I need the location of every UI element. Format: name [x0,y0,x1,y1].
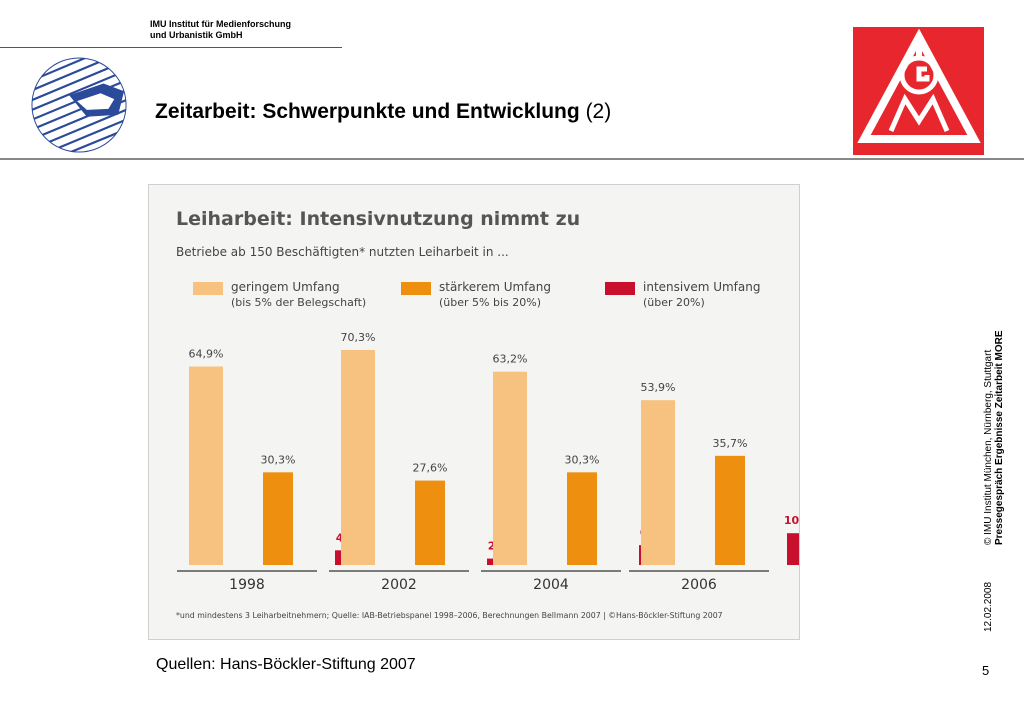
institute-line-2: und Urbanistik GmbH [150,30,243,40]
legend-swatch-2 [401,282,431,295]
category-label-2004: 2004 [533,577,569,593]
bar-2006-3 [787,533,799,565]
bar-1998-2 [263,472,293,565]
category-label-2006: 2006 [681,577,717,593]
page-title-main: Zeitarbeit: Schwerpunkte und Entwicklung [155,100,580,123]
bar-2006-2 [715,455,745,565]
bar-value-label-2004-1: 63,2% [493,353,528,366]
bar-chart: Leiharbeit: Intensivnutzung nimmt zu Bet… [176,208,799,620]
chart-bars: 64,9%30,3%4,8%199870,3%27,6%2,1%200263,2… [177,331,799,593]
bar-value-label-1998-2: 30,3% [261,453,296,466]
legend-swatch-1 [193,282,223,295]
header-divider-short [0,47,342,48]
chart-subtitle: Betriebe ab 150 Beschäftigten* nutzten L… [176,245,509,259]
page-number: 5 [982,663,990,678]
igm-triangle-icon [857,28,981,143]
bar-value-label-2006-2: 35,7% [713,437,748,450]
institute-line-1: IMU Institut für Medienforschung [150,19,291,29]
category-label-1998: 1998 [229,577,265,593]
bar-value-label-2002-1: 70,3% [341,331,376,344]
imu-globe-logo [31,57,127,153]
bar-value-label-2006-1: 53,9% [641,381,676,394]
page-title-number: (2) [585,100,612,123]
side-date: 12.02.2008 [983,581,994,632]
source-note: Quellen: Hans-Böckler-Stiftung 2007 [156,656,416,673]
institute-name: IMU Institut für Medienforschung und Urb… [150,19,291,41]
chart-title: Leiharbeit: Intensivnutzung nimmt zu [176,208,580,230]
bar-value-label-2006-3: 10,4% [784,514,799,527]
legend-swatch-3 [605,282,635,295]
legend-label-1: geringem Umfang [231,280,340,294]
side-copyright-text: © IMU Institut München, Nürnberg, Stuttg… [983,349,994,545]
bar-value-label-2002-2: 27,6% [413,462,448,475]
bar-2002-1 [341,350,375,565]
chart-footnote: *und mindestens 3 Leiharbeitnehmern; Que… [176,611,723,620]
chart-legend: geringem Umfang (bis 5% der Belegschaft) s… [193,280,760,309]
legend-label-3: intensivem Umfang [643,280,760,294]
legend-note-3: (über 20%) [643,296,705,309]
legend-label-2: stärkerem Umfang [439,280,551,294]
side-subtitle: Pressegespräch Ergebnisse Zeitarbeit MOR… [994,330,1005,545]
bar-2002-2 [415,480,445,565]
bar-2004-2 [567,472,597,565]
bar-1998-1 [189,366,223,565]
bar-2006-1 [641,400,675,565]
page-title: Zeitarbeit: Schwerpunkte und Entwicklung… [155,100,611,124]
legend-note-1: (bis 5% der Belegschaft) [231,296,366,309]
bar-value-label-1998-1: 64,9% [189,348,224,361]
chart-panel: Leiharbeit: Intensivnutzung nimmt zu Bet… [148,184,800,640]
category-label-2002: 2002 [381,577,417,593]
igm-logo [853,27,984,155]
header-divider [0,158,1024,160]
bar-2004-1 [493,371,527,565]
legend-note-2: (über 5% bis 20%) [439,296,541,309]
bar-value-label-2004-2: 30,3% [565,453,600,466]
side-copyright: © IMU Institut München, Nürnberg, Stuttg… [983,330,1005,545]
